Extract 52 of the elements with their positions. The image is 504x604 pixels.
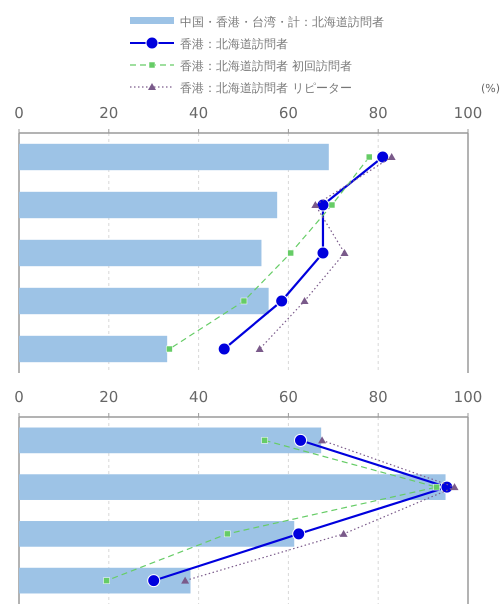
point [261, 437, 268, 444]
bar [19, 474, 446, 500]
point [318, 436, 326, 444]
point [240, 298, 248, 304]
point [147, 574, 160, 588]
point [166, 346, 173, 352]
bar [19, 240, 262, 266]
bar [19, 192, 278, 218]
x-tick-label: 40 [189, 104, 208, 122]
point [224, 530, 231, 538]
point [292, 527, 306, 540]
point [300, 297, 309, 304]
x-tick-label: 100 [454, 388, 482, 406]
x-tick-label: 60 [278, 104, 298, 122]
point [218, 342, 231, 356]
point [287, 250, 294, 256]
point [181, 576, 190, 584]
point [275, 294, 288, 308]
x-tick-label: 20 [99, 388, 118, 406]
bar [19, 288, 269, 314]
point [388, 153, 396, 160]
point [450, 483, 459, 490]
bar [19, 568, 191, 594]
point [340, 249, 349, 256]
point [366, 154, 372, 160]
legend-label: 香港：北海道訪問者 リピーター [180, 81, 352, 95]
x-tick-label: 0 [14, 104, 24, 122]
bar [19, 428, 322, 454]
legend-label: 香港：北海道訪問者 初回訪問者 [180, 59, 352, 73]
point [311, 201, 320, 208]
bar [19, 336, 168, 362]
x-tick-label: 0 [14, 388, 24, 406]
point [103, 577, 110, 584]
point [316, 246, 330, 260]
x-tick-label: 100 [454, 104, 482, 122]
bar [19, 521, 294, 547]
x-tick-label: 60 [278, 388, 298, 406]
x-axis-title: (%) [480, 82, 500, 95]
point [340, 530, 348, 537]
point [328, 202, 336, 208]
point [433, 484, 440, 490]
x-tick-label: 80 [368, 388, 388, 406]
point [256, 345, 264, 352]
legend-label: 香港：北海道訪問者 [180, 37, 288, 51]
x-tick-label: 20 [99, 104, 118, 122]
bar [19, 144, 329, 170]
point [294, 434, 308, 447]
point [316, 198, 330, 212]
legend-label: 中国・香港・台湾・計：北海道訪問者 [180, 15, 384, 29]
x-tick-label: 40 [189, 388, 208, 406]
point [376, 150, 390, 164]
x-tick-label: 80 [368, 104, 388, 122]
